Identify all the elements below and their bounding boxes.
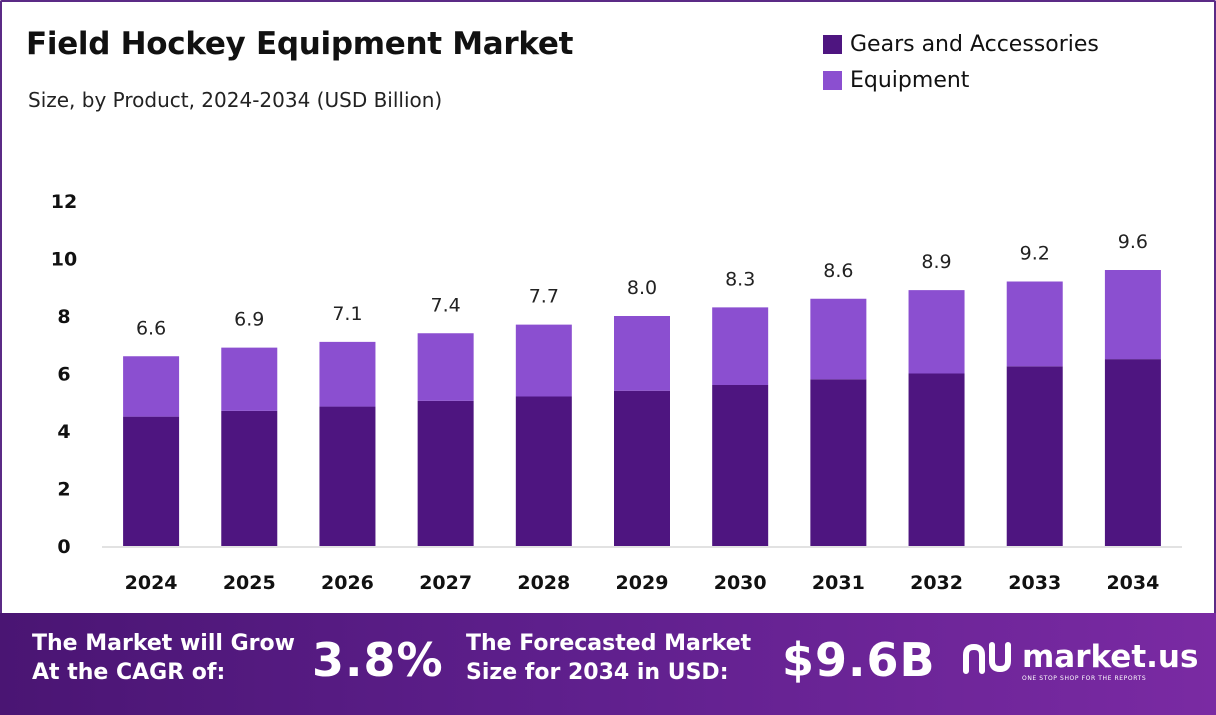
legend-label-gears: Gears and Accessories (850, 31, 1099, 57)
bar-gears-2034 (1104, 359, 1161, 546)
legend-item-equipment: Equipment (823, 62, 1099, 98)
legend-item-gears: Gears and Accessories (823, 26, 1099, 62)
brand-logo: market.us ONE STOP SHOP FOR THE REPORTS (962, 641, 1198, 682)
forecast-label-line2: Size for 2034 in USD: (466, 660, 729, 685)
bar-chart: 0 2 4 6 8 10 12 6.6 2024 6.9 2025 7.1 2026 7.4 2027 7.7… (51, 191, 1182, 594)
bar-gears-2028 (515, 396, 572, 546)
y-tick-label: 10 (51, 249, 77, 271)
bar-total-label: 9.2 (1020, 243, 1050, 265)
brand-name: market.us (1022, 639, 1199, 675)
bar-equipment-2029 (614, 316, 670, 391)
footer-banner: The Market will Grow At the CAGR of: 3.8… (0, 613, 1216, 715)
bar-gears-2031 (810, 379, 867, 546)
x-tick-label: 2029 (616, 572, 669, 594)
bar-gears-2030 (712, 385, 769, 546)
chart-subtitle: Size, by Product, 2024-2034 (USD Billion… (28, 88, 443, 112)
bar-total-label: 8.3 (725, 268, 755, 290)
bar-equipment-2033 (1006, 281, 1063, 367)
bar-total-label: 7.7 (529, 286, 559, 308)
x-tick-label: 2034 (1106, 572, 1159, 594)
bar-equipment-2031 (810, 298, 867, 380)
x-tick-label: 2032 (910, 572, 963, 594)
bar-equipment-2027 (417, 333, 474, 401)
bar-total-label: 6.6 (136, 317, 166, 339)
legend-swatch-equipment (823, 70, 842, 90)
forecast-value: $9.6B (782, 633, 936, 687)
bar-total-label: 8.6 (823, 260, 853, 282)
bar-gears-2027 (417, 400, 474, 546)
y-tick-label: 2 (57, 479, 70, 501)
y-tick-label: 8 (57, 306, 70, 328)
legend-label-equipment: Equipment (850, 67, 970, 93)
bar-total-label: 6.9 (234, 309, 264, 331)
x-tick-label: 2028 (517, 572, 570, 594)
brand-tagline: ONE STOP SHOP FOR THE REPORTS (1022, 675, 1147, 682)
y-tick-label: 0 (57, 536, 70, 558)
legend: Gears and Accessories Equipment (823, 26, 1099, 98)
bar-gears-2029 (614, 390, 670, 546)
chart-title: Field Hockey Equipment Market (26, 26, 574, 62)
y-tick-label: 12 (51, 191, 77, 213)
bar-gears-2032 (908, 373, 965, 546)
bar-equipment-2026 (319, 341, 376, 407)
bar-total-label: 9.6 (1118, 231, 1148, 253)
bar-gears-2026 (319, 406, 376, 546)
bar-gears-2033 (1006, 366, 1063, 546)
bar-equipment-2024 (123, 356, 180, 417)
x-tick-label: 2025 (223, 572, 276, 594)
forecast-label: The Forecasted Market Size for 2034 in U… (466, 629, 751, 687)
x-tick-label: 2030 (714, 572, 767, 594)
bar-gears-2025 (221, 410, 278, 546)
bar-total-label: 7.4 (431, 294, 461, 316)
market-us-logo-icon (963, 642, 1011, 674)
y-tick-label: 4 (57, 421, 70, 443)
x-tick-label: 2026 (321, 572, 374, 594)
x-tick-label: 2033 (1008, 572, 1061, 594)
x-tick-label: 2024 (125, 572, 178, 594)
cagr-label: The Market will Grow At the CAGR of: (32, 629, 295, 687)
bar-equipment-2028 (515, 324, 572, 397)
bar-equipment-2025 (221, 347, 278, 411)
chart-frame (0, 0, 1216, 615)
bar-equipment-2030 (712, 307, 769, 385)
legend-swatch-gears (823, 34, 842, 54)
bar-total-label: 8.0 (627, 277, 657, 299)
cagr-label-line2: At the CAGR of: (32, 660, 226, 685)
x-tick-label: 2027 (419, 572, 472, 594)
x-tick-label: 2031 (812, 572, 865, 594)
bar-total-label: 7.1 (332, 303, 362, 325)
forecast-label-line1: The Forecasted Market (466, 631, 752, 656)
bar-equipment-2034 (1104, 270, 1161, 360)
y-tick-label: 6 (57, 364, 70, 386)
bar-total-label: 8.9 (921, 251, 951, 273)
cagr-value: 3.8% (312, 633, 444, 687)
cagr-label-line1: The Market will Grow (32, 631, 295, 656)
bar-gears-2024 (123, 416, 180, 546)
bar-equipment-2032 (908, 290, 965, 374)
